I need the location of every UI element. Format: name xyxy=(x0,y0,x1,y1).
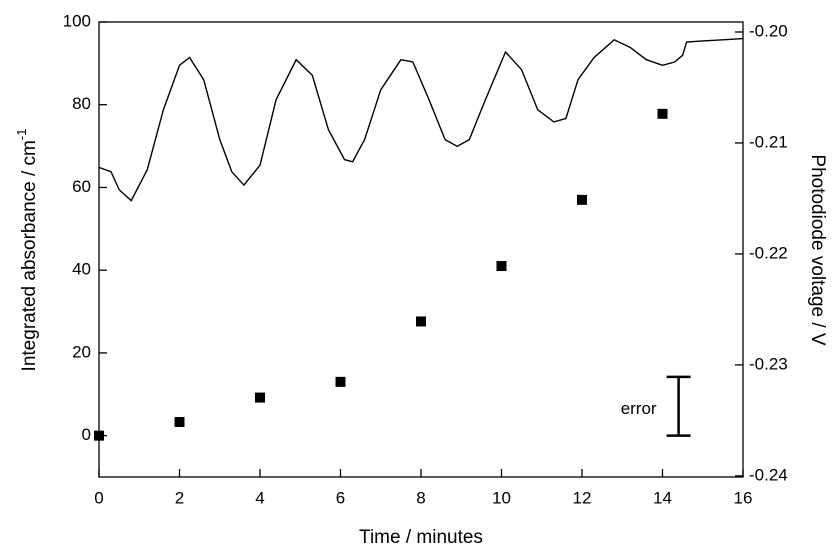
data-point xyxy=(657,108,668,119)
y-tick-label: 80 xyxy=(72,94,91,113)
y-tick-label: 60 xyxy=(72,177,91,196)
y-axis-title-main: Integrated absorbance / cm xyxy=(19,140,40,371)
data-point xyxy=(577,194,587,205)
data-point xyxy=(94,430,104,441)
x-tick-label: 6 xyxy=(336,488,345,507)
data-point xyxy=(174,416,185,427)
error-bar xyxy=(666,375,691,437)
x-tick-label: 10 xyxy=(492,488,511,507)
data-point xyxy=(335,376,346,387)
x-axis-title: Time / minutes xyxy=(359,527,483,548)
x-tick-label: 0 xyxy=(94,488,103,507)
x-tick-label: 12 xyxy=(573,488,592,507)
y-tick-label: 20 xyxy=(72,342,91,361)
x-tick-label: 8 xyxy=(416,488,425,507)
x-tick-label: 14 xyxy=(653,488,672,507)
y-axis-title-sup: -1 xyxy=(14,129,29,141)
error-label: error xyxy=(621,399,657,418)
y2-tick-label: -0.21 xyxy=(749,132,788,151)
data-point xyxy=(416,316,426,327)
x-tick-label: 2 xyxy=(175,488,184,507)
y-tick-label: 0 xyxy=(82,425,91,444)
y-axis-title: Integrated absorbance / cm-1 xyxy=(14,129,40,372)
voltage-line xyxy=(98,37,744,202)
y2-axis-title: Photodiode voltage / V xyxy=(807,154,828,346)
y2-tick-label: -0.24 xyxy=(749,465,788,484)
x-tick-label: 4 xyxy=(255,488,264,507)
data-point xyxy=(496,261,507,272)
y2-tick-label: -0.22 xyxy=(749,243,788,262)
y-tick-label: 100 xyxy=(63,11,91,30)
y-tick-label: 40 xyxy=(72,260,91,279)
data-point xyxy=(255,392,265,403)
y2-tick-label: -0.23 xyxy=(749,354,788,373)
x-tick-label: 16 xyxy=(734,488,753,507)
y2-tick-label: -0.20 xyxy=(749,21,788,40)
